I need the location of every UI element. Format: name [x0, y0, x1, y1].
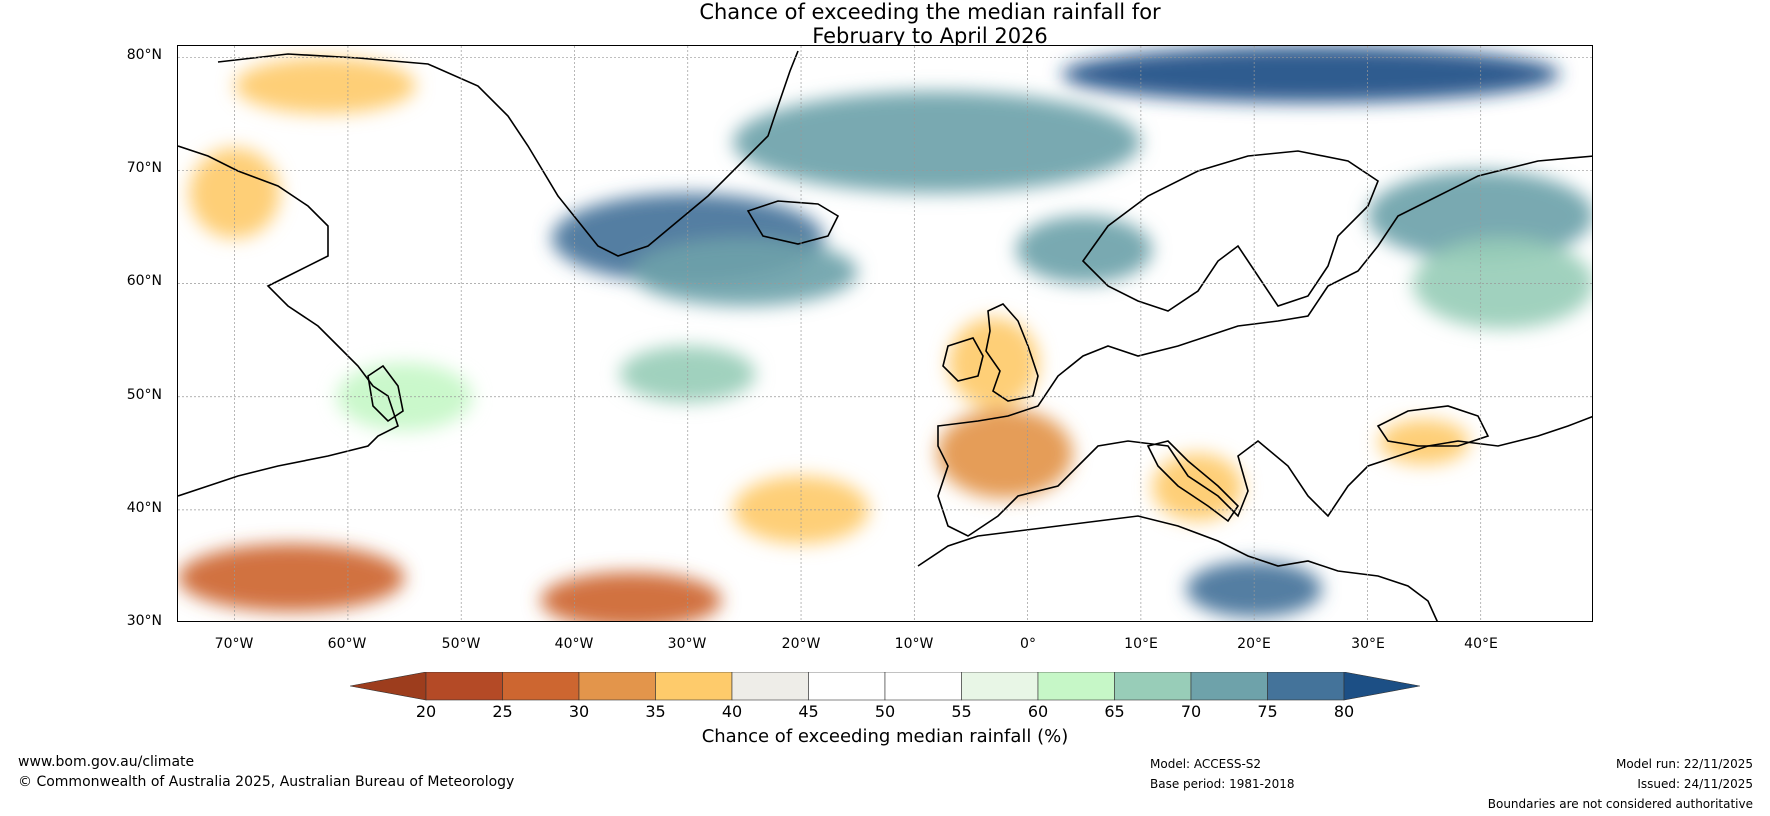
colorbar-tick: 35	[645, 702, 666, 721]
colorbar-tick: 75	[1257, 702, 1278, 721]
colorbar-bin-20	[425, 672, 503, 701]
lat-label-40n: 40°N	[126, 500, 162, 516]
anomaly-region-12	[936, 408, 1073, 499]
colorbar-tick: 25	[492, 702, 513, 721]
north-africa-coastline	[917, 515, 1438, 621]
title-line-1: Chance of exceeding the median rainfall …	[699, 0, 1161, 24]
anomaly-region-17	[1152, 453, 1243, 522]
colorbar-tick: 70	[1180, 702, 1202, 721]
anomaly-region-16	[733, 475, 870, 544]
boundaries-disclaimer: Boundaries are not considered authoritat…	[1487, 797, 1753, 811]
colorbar-bin-60	[1037, 672, 1115, 701]
ireland-coastline	[942, 337, 984, 382]
rainfall-map	[177, 45, 1593, 622]
anomaly-region-14	[178, 543, 405, 612]
lon-label-40w: 40°W	[554, 636, 594, 652]
lat-label-60n: 60°N	[126, 273, 162, 289]
lon-label-30e: 30°E	[1351, 636, 1385, 652]
lon-label-0: 0°	[1020, 636, 1036, 652]
copyright-text: © Commonwealth of Australia 2025, Austra…	[18, 774, 515, 790]
anomaly-region-7	[1367, 170, 1592, 261]
model-name: Model: ACCESS-S2	[1150, 757, 1262, 771]
colorbar-tick: 65	[1104, 702, 1125, 721]
colorbar-tick: 55	[951, 702, 972, 721]
lon-label-50w: 50°W	[441, 636, 481, 652]
newfoundland-coastline	[367, 364, 404, 423]
anomaly-region-5	[631, 238, 858, 307]
lon-label-60w: 60°W	[327, 636, 367, 652]
issued-date: Issued: 24/11/2025	[1637, 777, 1753, 791]
britain-coastline	[985, 303, 1039, 402]
lat-label-80n: 80°N	[126, 47, 162, 63]
anomaly-region-18	[1378, 419, 1470, 465]
colorbar-tick: 80	[1333, 702, 1355, 721]
anomaly-region-6	[1016, 215, 1153, 284]
colorbar-bin-70	[1190, 672, 1268, 701]
colorbar-label: Chance of exceeding median rainfall (%)	[701, 726, 1069, 747]
iceland-coastline	[746, 200, 840, 245]
base-period: Base period: 1981-2018	[1150, 777, 1295, 791]
anomaly-region-2	[733, 91, 1141, 194]
lon-label-30w: 30°W	[667, 636, 707, 652]
lat-label-50n: 50°N	[126, 387, 162, 403]
lat-label-70n: 70°N	[126, 160, 162, 176]
lon-label-20e: 20°E	[1237, 636, 1271, 652]
colorbar-tick: 50	[874, 702, 896, 721]
colorbar-bin-40	[731, 672, 809, 701]
colorbar-tick: 40	[721, 702, 743, 721]
europe-coastline	[937, 155, 1592, 537]
anomaly-region-3	[1061, 46, 1561, 103]
colorbar-bin-75	[1267, 672, 1345, 701]
anomaly-region-10	[336, 362, 473, 431]
map-title: Chance of exceeding the median rainfall …	[0, 0, 1770, 48]
colorbar-bin-45	[808, 672, 886, 701]
canada-coastline	[178, 145, 399, 497]
lon-label-70w: 70°W	[214, 636, 254, 652]
colorbar-bin-30	[578, 672, 656, 701]
colorbar-bin-25	[502, 672, 580, 701]
colorbar-tick: 45	[798, 702, 819, 721]
scandinavia-coastline	[1081, 150, 1379, 312]
colorbar	[350, 672, 1420, 701]
italy-coastline	[1146, 440, 1240, 523]
colorbar-tick: 30	[568, 702, 590, 721]
colorbar-tick: 60	[1027, 702, 1049, 721]
title-line-2: February to April 2026	[812, 24, 1048, 48]
map-canvas	[178, 46, 1592, 621]
greenland-coastline	[217, 50, 799, 257]
colorbar-bin-35	[655, 672, 733, 701]
lon-label-10w: 10°W	[894, 636, 934, 652]
lon-label-10e: 10°E	[1124, 636, 1158, 652]
anomaly-region-11	[1186, 560, 1323, 618]
colorbar-bin-50	[884, 672, 962, 701]
colorbar-tick: 20	[415, 702, 437, 721]
anomaly-region-15	[540, 572, 722, 621]
colorbar-bin-55	[961, 672, 1039, 701]
anomaly-region-0	[234, 57, 416, 114]
lon-label-40e: 40°E	[1464, 636, 1498, 652]
colorbar-min-arrow	[350, 672, 427, 701]
website-link[interactable]: www.bom.gov.au/climate	[18, 754, 195, 770]
lat-label-30n: 30°N	[126, 613, 162, 629]
model-run-date: Model run: 22/11/2025	[1615, 757, 1753, 771]
anomaly-region-1	[189, 147, 280, 239]
black-sea-coastline	[1376, 405, 1490, 447]
colorbar-max-arrow	[1343, 672, 1420, 701]
colorbar-bin-65	[1114, 672, 1192, 701]
lon-label-20w: 20°W	[781, 636, 821, 652]
